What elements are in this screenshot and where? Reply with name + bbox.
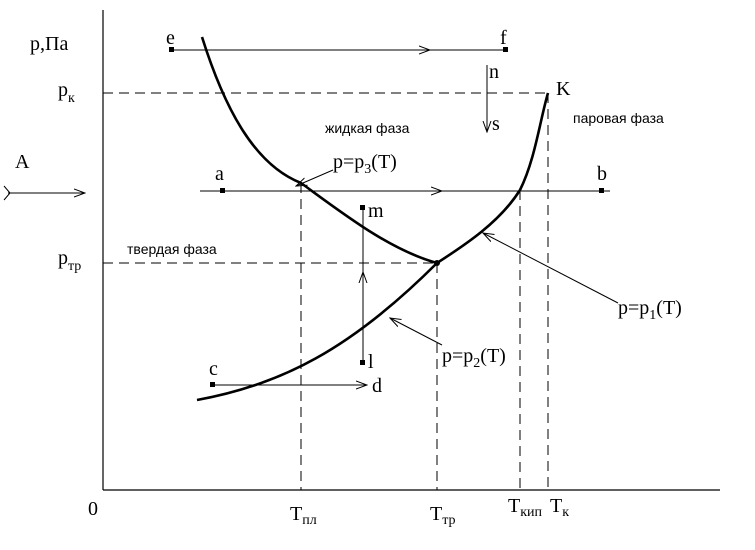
curve-p3 [200,36,438,265]
y-label: p,Па [30,33,68,55]
point-label: A [15,151,30,173]
t-kip: Tкип [508,495,543,520]
curve-p1 [436,92,550,265]
point [210,382,215,387]
point-label: a [215,163,224,185]
point [360,360,365,365]
point-label: l [368,351,374,373]
origin: 0 [88,498,98,520]
point-label: m [368,200,384,222]
curve-label: p=p2(T) [442,345,506,371]
arrow-tail [3,185,11,201]
point [599,188,604,193]
t-pl: Tпл [290,503,317,528]
point-label: n [489,61,499,83]
phase-solid: твердая фаза [127,241,217,257]
point-label: d [372,375,382,397]
point-label: c [209,358,218,380]
leader [296,169,334,186]
leader [390,318,443,346]
point [360,205,365,210]
leader [483,233,619,304]
phase-liquid: жидкая фаза [325,120,410,136]
curve-label: p=p3(T) [333,151,397,177]
triple-point [434,260,440,266]
curve-label: p=p1(T) [618,297,682,323]
t-k: Tк [550,495,569,520]
t-tr: Tтр [430,503,456,528]
point-label: f [500,27,507,49]
phase-vapor: паровая фаза [573,110,664,126]
point-label: K [556,78,571,100]
point-label: b [597,163,607,185]
p-k: pк [58,79,75,106]
point [503,47,508,52]
curve-p2 [196,262,438,402]
point-label: s [492,113,500,135]
point [169,47,174,52]
p-tr: pтр [58,247,81,274]
point-label: e [166,27,175,49]
point [220,188,225,193]
